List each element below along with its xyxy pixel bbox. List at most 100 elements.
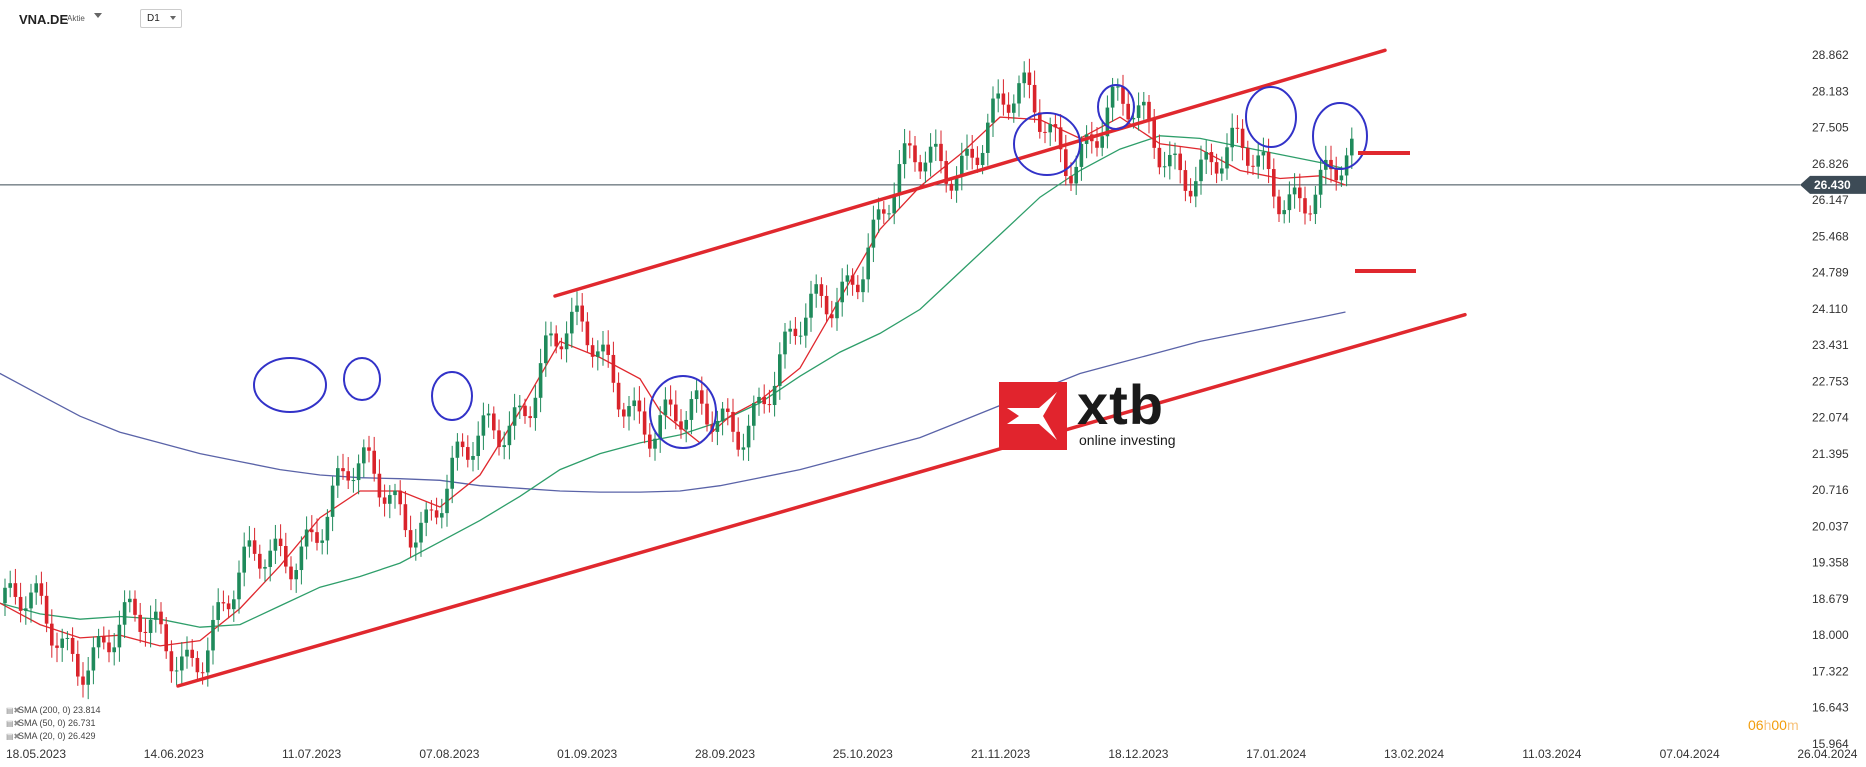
chevron-down-icon bbox=[170, 16, 176, 20]
candle-up bbox=[814, 284, 818, 294]
candle-down bbox=[346, 471, 350, 481]
candle-up bbox=[502, 445, 506, 448]
candle-up bbox=[632, 400, 636, 407]
candle-up bbox=[419, 522, 423, 543]
candle-up bbox=[549, 333, 553, 336]
symbol-label[interactable]: VNA.DE bbox=[19, 12, 69, 27]
candle-down bbox=[1157, 147, 1162, 168]
candle-down bbox=[585, 321, 590, 346]
candle-down bbox=[622, 409, 626, 417]
candle-up bbox=[1225, 147, 1229, 169]
candle-down bbox=[39, 583, 44, 596]
candle-down bbox=[975, 157, 980, 166]
timer-h-unit: h bbox=[1763, 717, 1772, 733]
candle-up bbox=[304, 529, 309, 547]
candle-up bbox=[1116, 86, 1120, 88]
candle-down bbox=[1001, 93, 1006, 105]
candle-down bbox=[55, 645, 59, 648]
settings-icon[interactable]: ▤✖ bbox=[6, 719, 21, 728]
candle-up bbox=[507, 425, 512, 446]
candle-up bbox=[476, 435, 480, 456]
candle-down bbox=[1246, 147, 1250, 166]
legend-sma-50[interactable]: ▤✖SMA (50, 0) 26.731 bbox=[6, 718, 96, 728]
logo-tagline: online investing bbox=[1079, 432, 1176, 448]
legend-sma-20[interactable]: ▤✖SMA (20, 0) 26.429 bbox=[6, 731, 96, 741]
candle-up bbox=[715, 420, 720, 432]
candle-up bbox=[24, 608, 28, 611]
candle-down bbox=[143, 631, 148, 634]
candle-up bbox=[1318, 169, 1323, 195]
x-tick-label: 26.04.2024 bbox=[1797, 747, 1857, 761]
x-tick-label: 11.03.2024 bbox=[1522, 747, 1581, 761]
candle-up bbox=[892, 194, 896, 214]
candle-up bbox=[393, 490, 397, 496]
candle-down bbox=[611, 354, 616, 383]
candle-down bbox=[528, 416, 532, 419]
timer-m-unit: m bbox=[1786, 717, 1799, 733]
y-tick-label: 21.395 bbox=[1812, 447, 1849, 461]
candle-down bbox=[824, 295, 829, 315]
candle-up bbox=[954, 176, 959, 191]
candle-down bbox=[70, 637, 75, 654]
y-tick-label: 26.147 bbox=[1812, 193, 1849, 207]
y-tick-label: 15.964 bbox=[1812, 737, 1849, 751]
candle-up bbox=[533, 397, 538, 419]
candle-down bbox=[372, 450, 376, 474]
candle-down bbox=[606, 344, 610, 355]
candle-down bbox=[616, 382, 621, 410]
candle-down bbox=[398, 490, 402, 505]
timeframe-select[interactable]: D1 bbox=[140, 9, 182, 28]
candle-down bbox=[44, 595, 49, 624]
candle-down bbox=[1251, 165, 1255, 167]
candle-up bbox=[486, 413, 491, 416]
candle-up bbox=[1162, 166, 1167, 168]
candle-down bbox=[1147, 101, 1151, 120]
highlight-circle bbox=[649, 375, 717, 449]
candle-up bbox=[1105, 107, 1110, 137]
candle-up bbox=[866, 247, 870, 280]
highlight-circles bbox=[253, 84, 1368, 449]
candle-up bbox=[934, 143, 938, 147]
settings-icon[interactable]: ▤✖ bbox=[6, 706, 21, 715]
candle-up bbox=[60, 638, 64, 648]
y-tick-label: 25.468 bbox=[1812, 229, 1849, 243]
x-tick-label: 13.02.2024 bbox=[1384, 747, 1444, 761]
candle-up bbox=[29, 592, 33, 609]
candle-down bbox=[50, 623, 54, 646]
symbol-dropdown-icon[interactable] bbox=[94, 13, 102, 18]
candle-down bbox=[882, 209, 886, 214]
candle-up bbox=[1168, 154, 1172, 167]
candle-up bbox=[980, 152, 985, 166]
y-tick-label: 27.505 bbox=[1812, 120, 1849, 134]
legend-sma-200[interactable]: ▤✖SMA (200, 0) 23.814 bbox=[6, 705, 101, 715]
candle-up bbox=[481, 415, 486, 436]
y-tick-label: 24.110 bbox=[1812, 302, 1848, 316]
candle-up bbox=[902, 143, 907, 165]
candle-down bbox=[1032, 84, 1037, 113]
candle-up bbox=[96, 636, 101, 648]
candle-down bbox=[1209, 152, 1214, 163]
candle-up bbox=[1173, 153, 1177, 155]
candle-down bbox=[705, 403, 709, 425]
timeframe-value: D1 bbox=[147, 13, 160, 24]
candle-up bbox=[174, 670, 179, 672]
x-tick-label: 18.12.2023 bbox=[1108, 747, 1168, 761]
candle-up bbox=[772, 385, 777, 406]
x-tick-label: 07.08.2023 bbox=[419, 747, 479, 761]
candle-up bbox=[887, 213, 891, 215]
candle-up bbox=[876, 209, 881, 220]
settings-icon[interactable]: ▤✖ bbox=[6, 732, 21, 741]
candle-up bbox=[1142, 101, 1146, 106]
candle-down bbox=[523, 405, 527, 417]
candle-down bbox=[856, 284, 860, 293]
candle-down bbox=[668, 399, 673, 405]
candle-down bbox=[949, 183, 954, 191]
candle-up bbox=[835, 302, 839, 319]
candle-up bbox=[544, 335, 548, 364]
legend-label: SMA (20, 0) 26.429 bbox=[18, 731, 96, 741]
candle-down bbox=[81, 676, 85, 685]
candle-up bbox=[778, 354, 782, 386]
candle-up bbox=[684, 419, 688, 430]
candle-up bbox=[1204, 152, 1208, 160]
